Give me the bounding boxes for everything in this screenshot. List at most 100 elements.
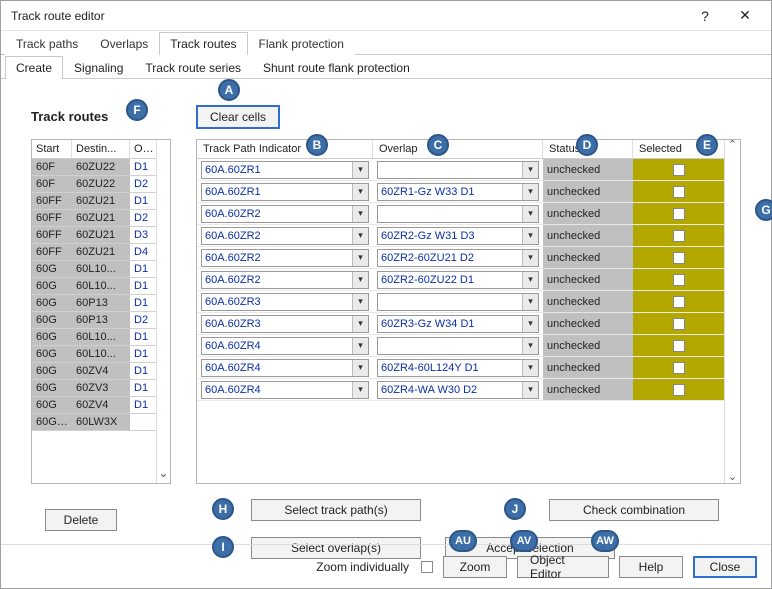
zoom-button[interactable]: Zoom [443,556,507,578]
subtab-signaling[interactable]: Signaling [63,56,134,79]
selected-checkbox[interactable] [673,230,685,242]
tpi-dropdown[interactable]: 60A.60ZR2▾ [201,227,369,245]
object-editor-button[interactable]: Object Editor [517,556,609,578]
cell-ov-link[interactable]: D1 [130,295,156,312]
table-row[interactable]: 60G60L10...D1 [32,346,156,363]
zoom-individually-checkbox[interactable] [421,561,433,573]
overlap-dropdown[interactable]: ▾ [377,205,539,223]
cell-ov-link[interactable]: D1 [130,261,156,278]
cell-ov-link[interactable]: D1 [130,346,156,363]
overlap-dropdown[interactable]: 60ZR4-WA W30 D2▾ [377,381,539,399]
cell-overlap: 60ZR2-Gz W31 D3▾ [373,225,543,247]
cell-ov-link[interactable]: D1 [130,380,156,397]
select-track-paths-button[interactable]: Select track path(s) [251,499,421,521]
tpi-dropdown[interactable]: 60A.60ZR3▾ [201,315,369,333]
overlap-dropdown[interactable]: 60ZR1-Gz W33 D1▾ [377,183,539,201]
overlap-dropdown[interactable]: ▾ [377,161,539,179]
overlap-dropdown[interactable]: 60ZR2-60ZU22 D1▾ [377,271,539,289]
tpi-dropdown[interactable]: 60A.60ZR2▾ [201,205,369,223]
table-row[interactable]: 60G60L10...D1 [32,329,156,346]
table-row[interactable]: 60G60ZV4D1 [32,363,156,380]
subtab-shunt-route-flank[interactable]: Shunt route flank protection [252,56,421,79]
cell-ov-link[interactable]: D1 [130,397,156,414]
clear-cells-button[interactable]: Clear cells [196,105,280,129]
cell-ov-link[interactable] [130,414,156,431]
table-row[interactable]: 60G60ZV4D1 [32,397,156,414]
tab-track-routes[interactable]: Track routes [159,32,247,55]
selected-checkbox[interactable] [673,362,685,374]
overlap-dropdown[interactable]: ▾ [377,293,539,311]
table-row[interactable]: 60F60ZU22D1 [32,159,156,176]
col-overlap[interactable]: Overlap [373,140,543,159]
selected-checkbox[interactable] [673,340,685,352]
tab-overlaps[interactable]: Overlaps [89,32,159,55]
delete-button[interactable]: Delete [45,509,117,531]
tpi-dropdown[interactable]: 60A.60ZR1▾ [201,183,369,201]
subtab-track-route-series[interactable]: Track route series [134,56,252,79]
cell-ov-link[interactable]: D4 [130,244,156,261]
check-combination-button[interactable]: Check combination [549,499,719,521]
close-button[interactable]: Close [693,556,757,578]
overlap-dropdown[interactable]: 60ZR2-Gz W31 D3▾ [377,227,539,245]
table-row[interactable]: 60G60P13D2 [32,312,156,329]
cell-ov-link[interactable]: D1 [130,193,156,210]
table-row[interactable]: 60FF60ZU21D1 [32,193,156,210]
selected-checkbox[interactable] [673,208,685,220]
cell-status: unchecked [543,313,633,335]
overlap-dropdown[interactable]: 60ZR4-60L124Y D1▾ [377,359,539,377]
col-ov[interactable]: Ov... [130,140,156,159]
overlap-dropdown[interactable]: ▾ [377,337,539,355]
table-row[interactable]: 60FF60ZU21D3 [32,227,156,244]
overlap-value: 60ZR2-60ZU21 D2 [381,252,474,264]
help-icon[interactable]: ? [685,2,725,30]
table-row[interactable]: 60G60L10...D1 [32,261,156,278]
cell-ov-link[interactable]: D1 [130,329,156,346]
col-destination[interactable]: Destin... [72,140,130,159]
table-row: 60A.60ZR1▾60ZR1-Gz W33 D1▾unchecked [197,181,724,203]
col-start[interactable]: Start [32,140,72,159]
selected-checkbox[interactable] [673,318,685,330]
cell-ov-link[interactable]: D2 [130,210,156,227]
selected-checkbox[interactable] [673,296,685,308]
tpi-dropdown[interactable]: 60A.60ZR1▾ [201,161,369,179]
cell-start: 60G [32,295,72,312]
table-row[interactable]: 60G1...60LW3X [32,414,156,431]
overlap-dropdown[interactable]: 60ZR2-60ZU21 D2▾ [377,249,539,267]
selected-checkbox[interactable] [673,384,685,396]
tpi-dropdown[interactable]: 60A.60ZR3▾ [201,293,369,311]
tab-flank-protection[interactable]: Flank protection [248,32,355,55]
table-row[interactable]: 60FF60ZU21D4 [32,244,156,261]
right-table-vscroll[interactable]: ⌃ ⌄ [724,140,740,483]
cell-ov-link[interactable]: D1 [130,159,156,176]
tpi-dropdown[interactable]: 60A.60ZR2▾ [201,271,369,289]
cell-ov-link[interactable]: D3 [130,227,156,244]
tpi-dropdown[interactable]: 60A.60ZR2▾ [201,249,369,267]
cell-ov-link[interactable]: D2 [130,176,156,193]
help-button[interactable]: Help [619,556,683,578]
table-row[interactable]: 60F60ZU22D2 [32,176,156,193]
overlap-dropdown[interactable]: 60ZR3-Gz W34 D1▾ [377,315,539,333]
titlebar: Track route editor ? ✕ [1,1,771,31]
table-row[interactable]: 60G60P13D1 [32,295,156,312]
selected-checkbox[interactable] [673,186,685,198]
selected-checkbox[interactable] [673,164,685,176]
subtab-create[interactable]: Create [5,56,63,79]
tpi-dropdown[interactable]: 60A.60ZR4▾ [201,337,369,355]
chevron-down-icon: ▾ [352,360,368,376]
chevron-down-icon: ▾ [522,316,538,332]
table-row[interactable]: 60G60L10...D1 [32,278,156,295]
close-icon[interactable]: ✕ [725,2,765,30]
cell-ov-link[interactable]: D1 [130,363,156,380]
cell-ov-link[interactable]: D1 [130,278,156,295]
tpi-dropdown[interactable]: 60A.60ZR4▾ [201,359,369,377]
col-track-path-indicator[interactable]: Track Path Indicator [197,140,373,159]
left-table-scroll[interactable]: ⌄ [156,140,170,483]
tab-track-paths[interactable]: Track paths [5,32,89,55]
selected-checkbox[interactable] [673,274,685,286]
tpi-dropdown[interactable]: 60A.60ZR4▾ [201,381,369,399]
table-row: 60A.60ZR2▾▾unchecked [197,203,724,225]
table-row[interactable]: 60G60ZV3D1 [32,380,156,397]
cell-ov-link[interactable]: D2 [130,312,156,329]
table-row[interactable]: 60FF60ZU21D2 [32,210,156,227]
selected-checkbox[interactable] [673,252,685,264]
